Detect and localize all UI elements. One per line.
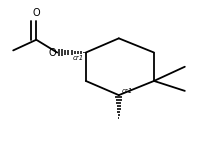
Text: O: O (48, 48, 56, 58)
Text: O: O (33, 8, 40, 18)
Text: cr1: cr1 (122, 88, 133, 94)
Text: cr1: cr1 (72, 55, 84, 61)
